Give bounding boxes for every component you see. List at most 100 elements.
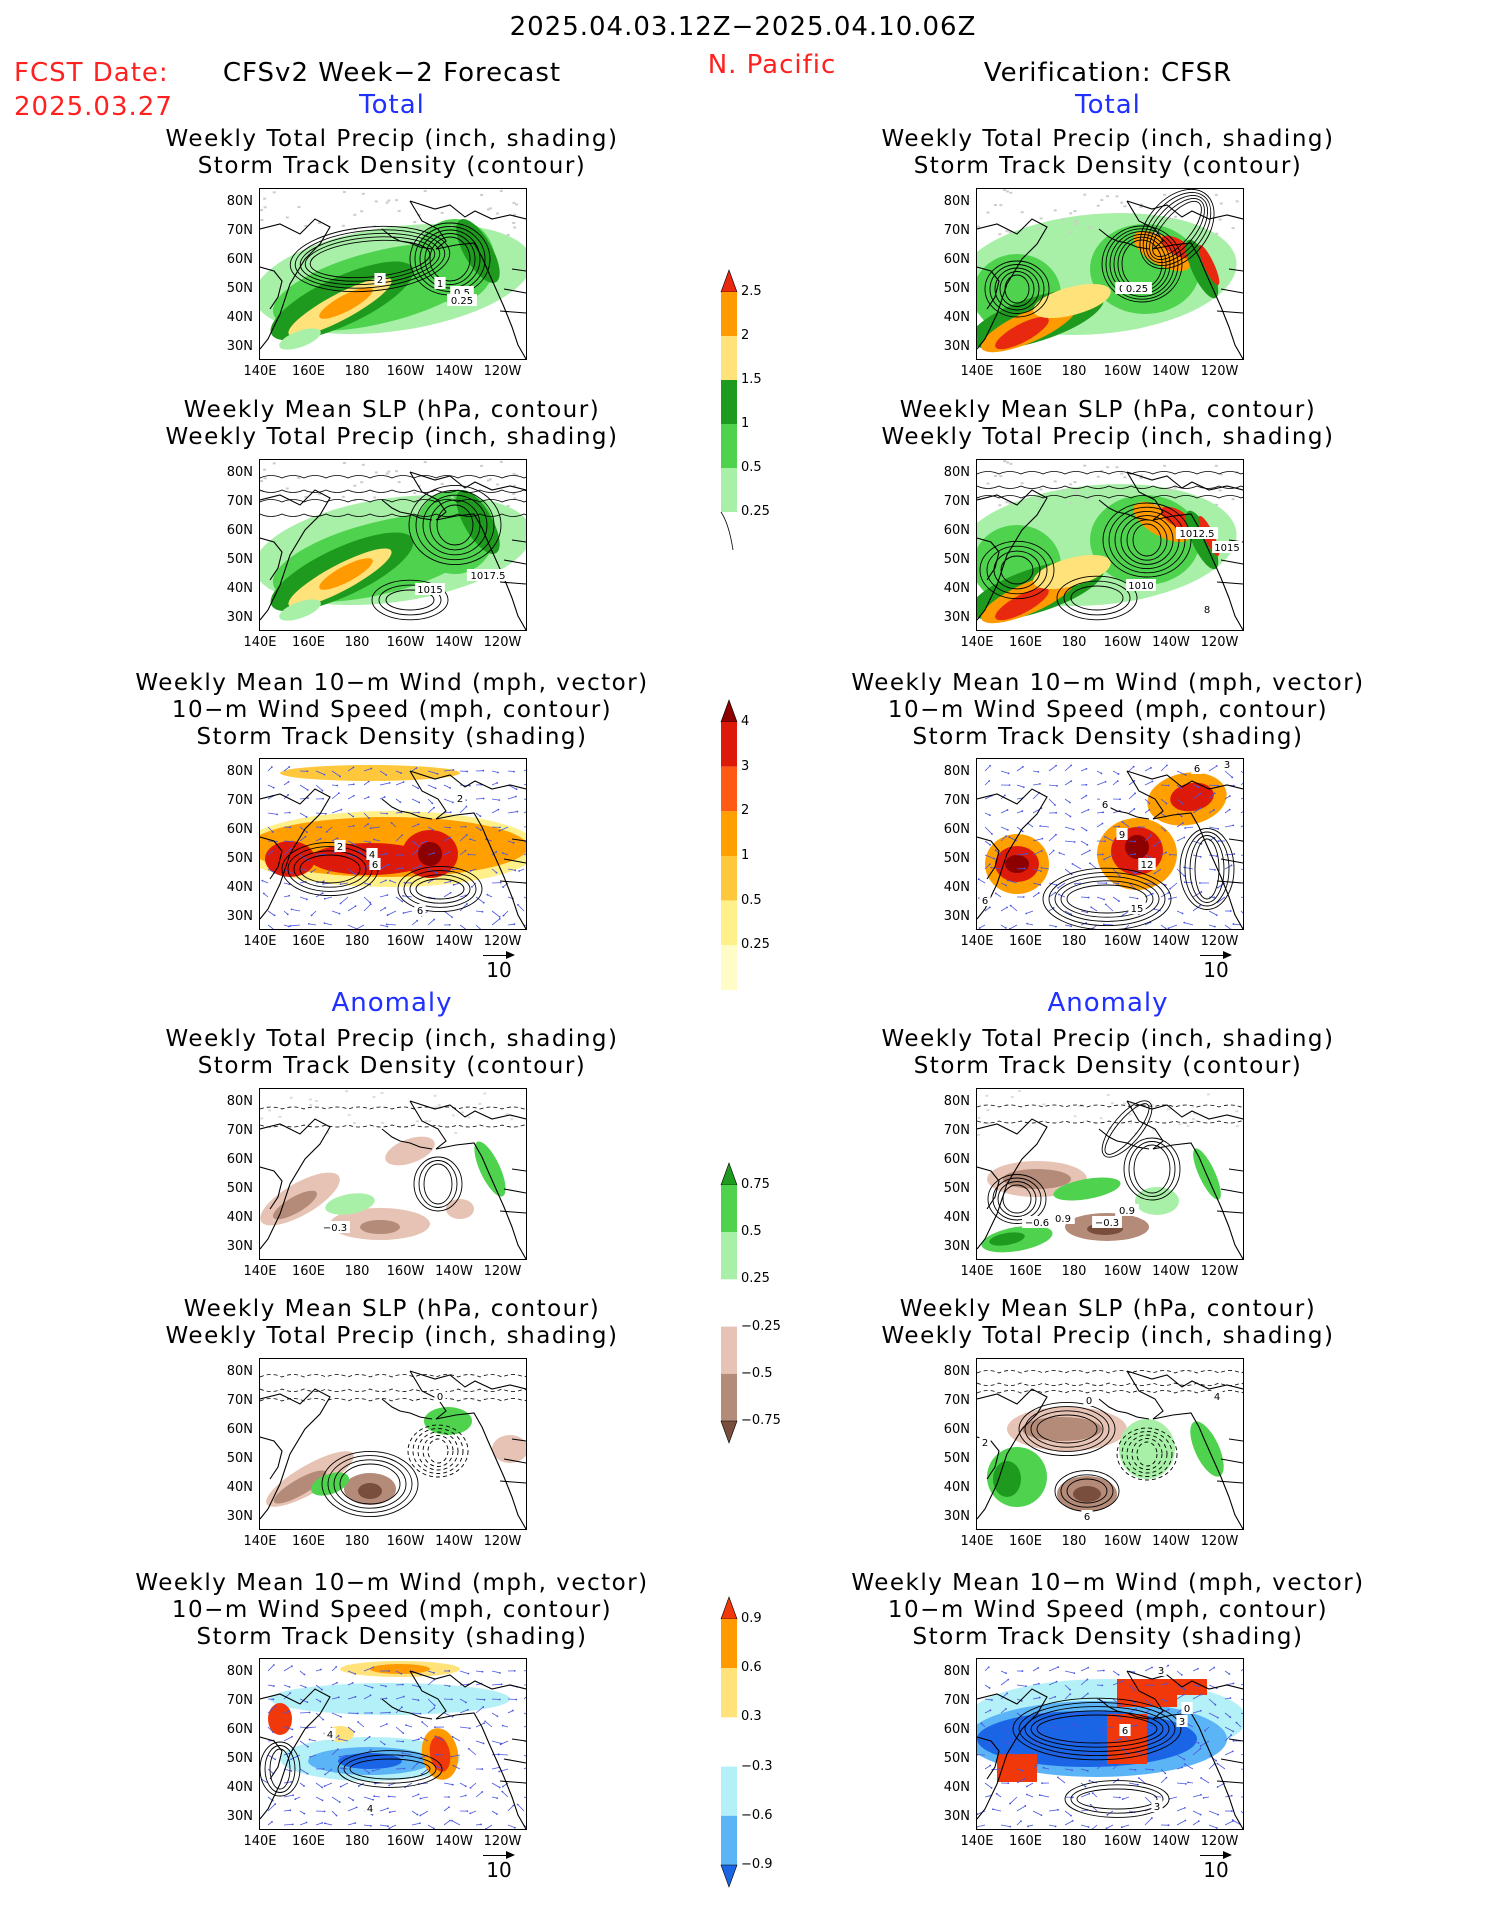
lon-tick-label: 120W bbox=[1200, 934, 1239, 949]
colorbar-tick-label: 2.5 bbox=[741, 284, 762, 299]
lat-tick-label: 70N bbox=[226, 494, 253, 509]
panel-title-line: Storm Track Density (contour) bbox=[197, 153, 587, 179]
lat-tick-label: 30N bbox=[226, 610, 253, 625]
contour-label: 6 bbox=[982, 896, 988, 907]
lon-tick-label: 140W bbox=[1152, 1264, 1190, 1279]
section-anomaly-forecast: Anomaly bbox=[331, 988, 453, 1018]
lat-tick-label: 30N bbox=[943, 339, 970, 354]
colorbar-precip-anomaly bbox=[720, 1162, 738, 1444]
panel-title-line: Storm Track Density (contour) bbox=[197, 1053, 587, 1079]
lat-tick-label: 50N bbox=[226, 1451, 253, 1466]
lat-tick-label: 30N bbox=[943, 1239, 970, 1254]
lat-tick-label: 70N bbox=[226, 793, 253, 808]
contour-label: 0.5 bbox=[454, 288, 470, 299]
panel-title-line: Weekly Mean SLP (hPa, contour) bbox=[183, 1296, 601, 1322]
lon-tick-label: 140E bbox=[960, 364, 994, 379]
colorbar-tick-label: 1 bbox=[741, 848, 750, 863]
lon-tick-label: 160W bbox=[1103, 1534, 1142, 1549]
lon-tick-label: 160W bbox=[386, 1534, 425, 1549]
lat-tick-label: 40N bbox=[943, 880, 970, 895]
panel-title-line: Weekly Total Precip (inch, shading) bbox=[881, 424, 1335, 450]
panel-title: Weekly Mean SLP (hPa, contour) Weekly Tot… bbox=[166, 1296, 619, 1350]
lon-tick-label: 120W bbox=[483, 364, 522, 379]
panel-title-line: Storm Track Density (shading) bbox=[196, 1624, 588, 1650]
lon-tick-label: 140W bbox=[1152, 934, 1190, 949]
lon-tick-label: 180 bbox=[1061, 934, 1087, 949]
map-plot: 44 bbox=[260, 1661, 526, 1829]
lat-tick-label: 80N bbox=[943, 1094, 970, 1109]
lat-tick-label: 40N bbox=[226, 310, 253, 325]
map-plot: −0.6 0.9 −0.30.9 bbox=[977, 1090, 1243, 1259]
lat-tick-label: 40N bbox=[943, 1780, 970, 1795]
colorbar-tick-label: −0.5 bbox=[741, 1365, 773, 1381]
lat-tick-label: 60N bbox=[226, 1722, 253, 1737]
contour-label: −0.3 bbox=[323, 1223, 347, 1234]
contour-label: 0.25 bbox=[451, 296, 473, 307]
panel-title: Weekly Mean SLP (hPa, contour) Weekly Tot… bbox=[882, 1296, 1335, 1350]
contour-label: 2 bbox=[377, 275, 383, 286]
lon-tick-label: 140W bbox=[1152, 1834, 1190, 1849]
panel-title: Weekly Mean SLP (hPa, contour) Weekly Tot… bbox=[166, 397, 619, 451]
lat-tick-label: 60N bbox=[943, 1152, 970, 1167]
lat-tick-label: 50N bbox=[943, 851, 970, 866]
section-anomaly-verification: Anomaly bbox=[1047, 988, 1169, 1018]
lat-tick-label: 40N bbox=[226, 581, 253, 596]
map-panel-v-wind-anom: 3 0 6 3 3 bbox=[976, 1658, 1244, 1830]
map-panel-f-slp-total: 1015 1017.5 bbox=[259, 459, 527, 631]
contour-label: 12 bbox=[1141, 860, 1154, 871]
lat-tick-label: 60N bbox=[943, 523, 970, 538]
panel-title: Weekly Total Precip (inch, shading) Storm… bbox=[166, 126, 619, 180]
region-title: N. Pacific bbox=[707, 50, 837, 80]
lon-tick-label: 140W bbox=[435, 1264, 473, 1279]
panel-title-line: Storm Track Density (shading) bbox=[912, 724, 1304, 750]
lat-tick-label: 80N bbox=[943, 194, 970, 209]
lat-tick-label: 50N bbox=[226, 1181, 253, 1196]
lat-tick-label: 30N bbox=[943, 1509, 970, 1524]
panel-title: Weekly Mean 10−m Wind (mph, vector) 10−m … bbox=[851, 670, 1364, 751]
lon-tick-label: 140E bbox=[243, 364, 277, 379]
panel-title: Weekly Total Precip (inch, shading) Storm… bbox=[882, 1026, 1335, 1080]
vector-reference-arrow bbox=[483, 951, 515, 959]
colorbar-tick-label: −0.3 bbox=[741, 1758, 773, 1774]
contour-label: 0 bbox=[437, 1392, 443, 1403]
contour-label: 8 bbox=[1204, 605, 1210, 616]
lat-tick-label: 80N bbox=[226, 1364, 253, 1379]
vector-reference-arrow bbox=[483, 1851, 515, 1859]
panel-title-line: Storm Track Density (shading) bbox=[912, 1624, 1304, 1650]
contour-label: 2 bbox=[982, 1438, 988, 1449]
contour-label: 1010 bbox=[1128, 581, 1153, 592]
lat-tick-label: 40N bbox=[943, 1210, 970, 1225]
colorbar-tick-label: 0.5 bbox=[741, 460, 762, 475]
colorbar-tick-label: −0.75 bbox=[741, 1413, 781, 1428]
colorbar-tick-label: 0.9 bbox=[741, 1611, 762, 1626]
lon-tick-label: 160W bbox=[386, 1834, 425, 1849]
lon-tick-label: 160E bbox=[291, 364, 326, 379]
lon-tick-label: 160W bbox=[1103, 934, 1142, 949]
section-total-forecast: Total bbox=[359, 90, 425, 120]
map-plot: 0 bbox=[260, 1370, 526, 1529]
vector-reference-arrow bbox=[1200, 951, 1232, 959]
lon-tick-label: 120W bbox=[1200, 635, 1239, 650]
panel-title-line: Storm Track Density (shading) bbox=[196, 724, 588, 750]
map-plot: 0.50.25 bbox=[977, 189, 1243, 359]
lon-tick-label: 160W bbox=[1103, 1264, 1142, 1279]
panel-title-line: 10−m Wind Speed (mph, contour) bbox=[887, 1597, 1329, 1623]
lat-tick-label: 30N bbox=[226, 339, 253, 354]
contour-label: 6 bbox=[417, 906, 423, 917]
panel-title: Weekly Mean 10−m Wind (mph, vector) 10−m … bbox=[851, 1570, 1364, 1651]
colorbar-tick-label: 2 bbox=[741, 328, 750, 343]
map-plot: 1015 1017.5 bbox=[260, 460, 526, 630]
verification-title: Verification: CFSR bbox=[983, 58, 1233, 88]
panel-title-line: Weekly Mean SLP (hPa, contour) bbox=[183, 397, 601, 423]
vector-reference-label: 10 bbox=[1203, 1858, 1229, 1882]
colorbar-tick-label: 0.6 bbox=[741, 1660, 762, 1676]
lon-tick-label: 160W bbox=[386, 635, 425, 650]
panel-title-line: Weekly Mean 10−m Wind (mph, vector) bbox=[851, 670, 1365, 696]
lat-tick-label: 80N bbox=[226, 465, 253, 480]
panel-title-line: 10−m Wind Speed (mph, contour) bbox=[171, 1597, 613, 1623]
contour-label: 6 bbox=[1102, 800, 1108, 811]
lon-tick-label: 120W bbox=[1200, 1834, 1239, 1849]
panel-title-line: Weekly Total Precip (inch, shading) bbox=[165, 126, 619, 152]
contour-label: 0.9 bbox=[1055, 1214, 1071, 1225]
